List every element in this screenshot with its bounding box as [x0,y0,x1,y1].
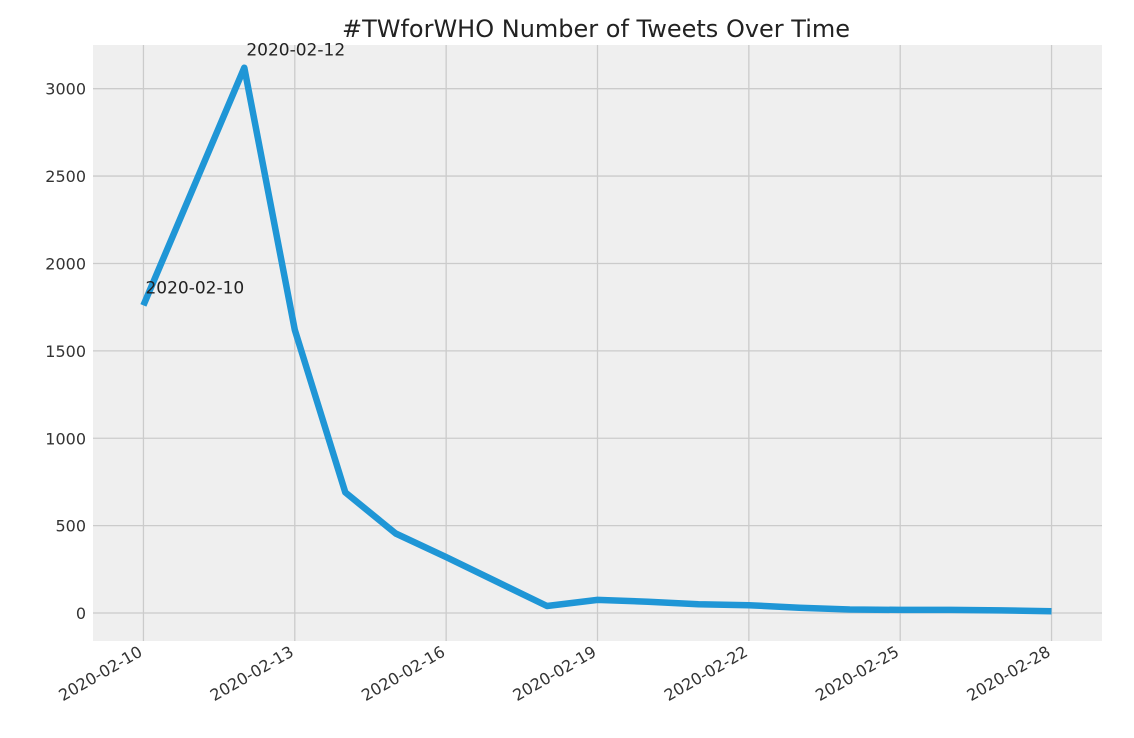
data-annotation: 2020-02-10 [145,278,244,298]
y-axis-ticks: 0 500 1000 1500 2000 2500 3000 [45,80,86,623]
data-annotation: 2020-02-12 [246,41,345,61]
chart-title: #TWforWHO Number of Tweets Over Time [342,15,850,43]
y-tick-label: 2000 [45,254,86,273]
x-tick-label: 2020-02-10 [55,642,145,705]
y-tick-label: 1000 [45,429,86,448]
x-tick-label: 2020-02-25 [812,642,902,705]
y-tick-label: 3000 [45,80,86,99]
x-tick-label: 2020-02-28 [964,642,1054,705]
x-tick-label: 2020-02-13 [207,642,297,705]
series-layer [140,64,1052,615]
y-tick-label: 1500 [45,342,86,361]
x-axis-ticks: 2020-02-10 2020-02-13 2020-02-16 2020-02-19… [55,642,1053,705]
series-line [140,64,1052,615]
annotations: 2020-02-12 2020-02-10 [145,41,345,299]
gridlines [93,45,1102,641]
x-tick-label: 2020-02-22 [661,642,751,705]
x-tick-label: 2020-02-19 [509,642,599,705]
y-tick-label: 0 [76,604,86,623]
y-tick-label: 500 [55,517,86,536]
y-tick-label: 2500 [45,167,86,186]
x-tick-label: 2020-02-16 [358,642,448,705]
